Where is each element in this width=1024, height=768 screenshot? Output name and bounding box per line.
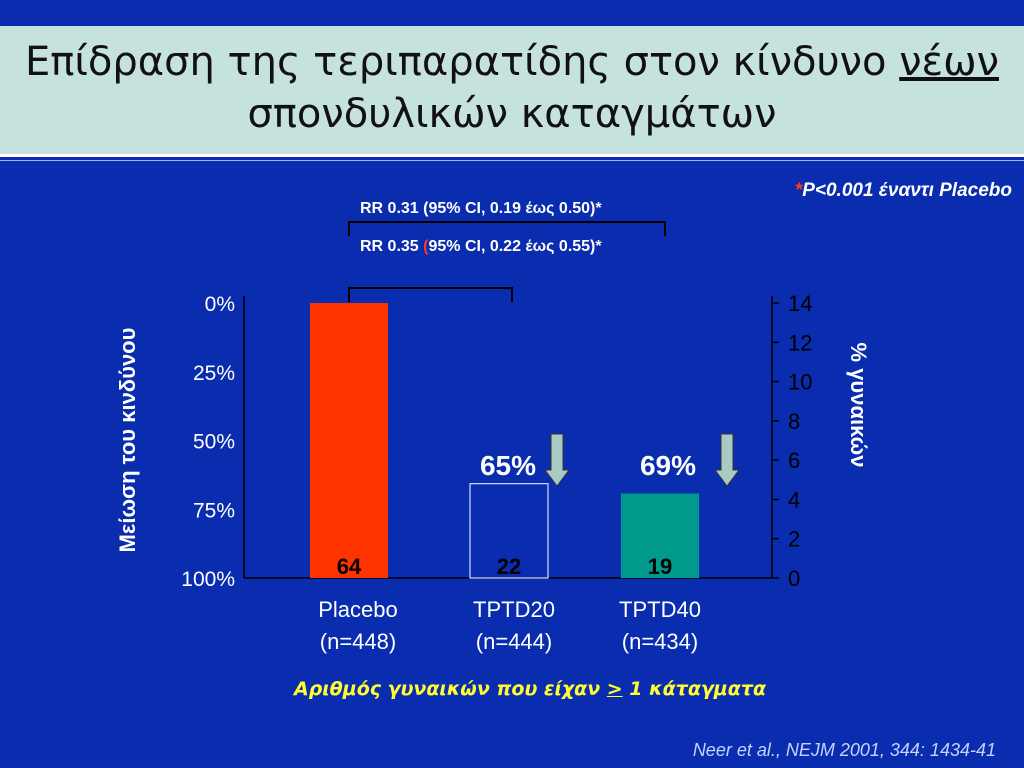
rr-line-2-pre: RR 0.35 xyxy=(360,238,424,255)
x-category-tptd20: TPTD20 (n=444) xyxy=(444,594,584,658)
x-note-underlined: > xyxy=(606,678,623,700)
title-line2: σπονδυλικών καταγμάτων xyxy=(247,91,777,137)
bar-data-label: 22 xyxy=(497,554,521,579)
x-category-placebo: Placebo (n=448) xyxy=(288,594,428,658)
title-underlined-word: νέων xyxy=(899,39,999,85)
rr-line-1: RR 0.31 (95% CI, 0.19 έως 0.50)* xyxy=(360,200,602,218)
x-axis-note: Αριθμός γυναικών που είχαν > 1 κάταγματα xyxy=(0,678,1024,700)
bar-0 xyxy=(310,303,388,578)
x-category-tptd40-n: (n=434) xyxy=(621,629,699,654)
citation: Neer et al., NEJM 2001, 344: 1434-41 xyxy=(692,740,996,760)
bar-data-label: 64 xyxy=(337,554,362,579)
x-note-pre: Αριθμός γυναικών που είχαν xyxy=(293,678,607,700)
p-note-star: * xyxy=(794,180,803,201)
y-right-tick-label: 4 xyxy=(788,487,800,512)
reduction-label: 65% xyxy=(480,450,536,481)
x-category-tptd40: TPTD40 (n=434) xyxy=(590,594,730,658)
y-left-tick-label: 50% xyxy=(193,431,235,454)
rr-bracket-top xyxy=(348,221,666,236)
y-right-tick-label: 2 xyxy=(788,527,800,552)
y-left-tick-label: 25% xyxy=(193,362,235,385)
title-line1: Επίδραση της τεριπαρατίδης στον κίνδυνο xyxy=(24,39,900,85)
title-band xyxy=(0,26,1024,154)
reduction-label: 69% xyxy=(640,450,696,481)
x-category-tptd20-name: TPTD20 xyxy=(473,597,555,622)
y-right-tick-label: 12 xyxy=(788,330,812,355)
slide-title: Επίδραση της τεριπαρατίδης στον κίνδυνο … xyxy=(0,36,1024,140)
y-left-tick-label: 0% xyxy=(205,293,235,316)
p-value-note: *P<0.001 έναντι Placebo xyxy=(795,180,1012,202)
x-category-tptd20-n: (n=444) xyxy=(475,629,553,654)
rr-line-2: RR 0.35 (95% CI, 0.22 έως 0.55)* xyxy=(360,238,602,256)
y-right-tick-label: 10 xyxy=(788,370,812,395)
x-category-tptd40-name: TPTD40 xyxy=(619,597,701,622)
bar-2 xyxy=(621,493,699,578)
x-category-placebo-name: Placebo xyxy=(318,597,398,622)
y-right-tick-label: 0 xyxy=(788,566,800,591)
y-right-tick-label: 8 xyxy=(788,409,800,434)
down-arrow-icon xyxy=(544,433,570,487)
bar-data-label: 19 xyxy=(648,554,672,579)
rr-line-1-text: RR 0.31 (95% CI, 0.19 έως 0.50)* xyxy=(360,200,602,217)
y-right-tick-label: 14 xyxy=(788,291,812,316)
y-left-tick-label: 75% xyxy=(193,499,235,522)
y-right-tick-label: 6 xyxy=(788,448,800,473)
rr-line-2-post: 95% CI, 0.22 έως 0.55)* xyxy=(428,238,602,255)
x-category-placebo-n: (n=448) xyxy=(319,629,397,654)
title-divider xyxy=(0,154,1024,157)
title-divider-thin xyxy=(0,160,1024,161)
bar-1 xyxy=(469,483,549,579)
rr-line-2-paren: ( xyxy=(423,238,429,255)
x-note-post: 1 κάταγματα xyxy=(622,678,767,700)
y-left-tick-label: 100% xyxy=(181,568,235,591)
down-arrow-icon xyxy=(714,433,740,487)
p-note-text: P<0.001 έναντι Placebo xyxy=(802,180,1012,201)
rr-bracket-bottom xyxy=(348,287,513,302)
